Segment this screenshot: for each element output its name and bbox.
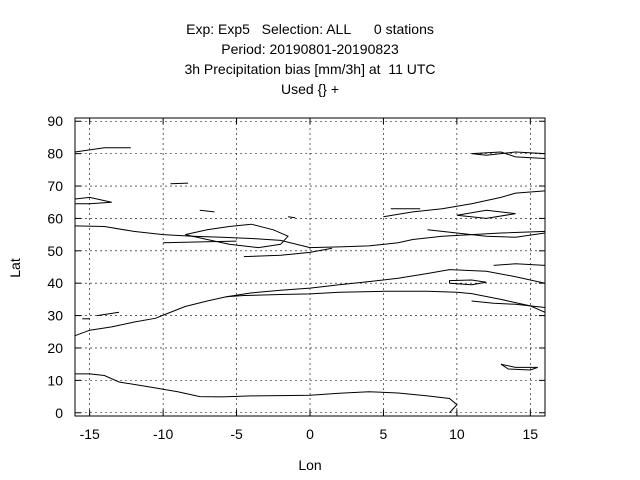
contour-line	[199, 209, 215, 213]
contour-line	[185, 223, 289, 249]
contour-line	[500, 363, 538, 371]
contour-line	[287, 216, 296, 219]
y-tick-label: 10	[47, 372, 63, 388]
contour-line	[75, 373, 458, 414]
contour-line	[471, 151, 546, 160]
y-tick-label: 90	[47, 113, 63, 129]
contour-line	[493, 263, 546, 266]
x-tick-label: 5	[380, 426, 388, 442]
chart-title-line-1: Exp: Exp5 Selection: ALL 0 stations	[186, 21, 434, 37]
x-axis-label: Lon	[298, 457, 321, 473]
y-tick-label: 0	[55, 405, 63, 421]
contour-line	[243, 247, 333, 258]
y-tick-label: 60	[47, 210, 63, 226]
x-tick-label: -10	[153, 426, 173, 442]
y-tick-label: 80	[47, 146, 63, 162]
contour-line	[449, 279, 487, 286]
contour-line	[383, 190, 546, 218]
y-tick-label: 40	[47, 275, 63, 291]
contour-line	[96, 311, 120, 317]
contour-line	[427, 229, 546, 238]
grid-layer	[75, 118, 545, 416]
chart-title-line-3: 3h Precipitation bias [mm/3h] at 11 UTC	[184, 61, 436, 77]
y-tick-label: 50	[47, 243, 63, 259]
contour-line	[170, 182, 189, 185]
tick-layer: -15 -10 -5 0 5 10 15 0 10 20 30 40 50 60 70 80 90	[47, 113, 545, 442]
contour-line	[74, 225, 546, 249]
x-tick-label: -5	[230, 426, 243, 442]
contour-line	[74, 290, 546, 337]
y-tick-label: 70	[47, 178, 63, 194]
contour-line	[226, 269, 546, 298]
contour-line	[471, 300, 546, 308]
y-tick-label: 30	[47, 308, 63, 324]
x-tick-label: -15	[80, 426, 100, 442]
chart-title-line-4: Used {} +	[281, 81, 339, 97]
y-axis-label: Lat	[7, 258, 23, 278]
plot-frame	[74, 117, 546, 417]
contour-line	[456, 209, 516, 219]
contour-line	[74, 147, 131, 153]
x-tick-label: 10	[449, 426, 465, 442]
contour-line	[163, 240, 237, 244]
x-tick-label: 0	[306, 426, 314, 442]
chart-title-line-2: Period: 20190801-20190823	[221, 41, 399, 57]
y-tick-label: 20	[47, 340, 63, 356]
data-layer	[74, 147, 546, 414]
x-tick-label: 15	[523, 426, 539, 442]
contour-line	[74, 196, 112, 205]
